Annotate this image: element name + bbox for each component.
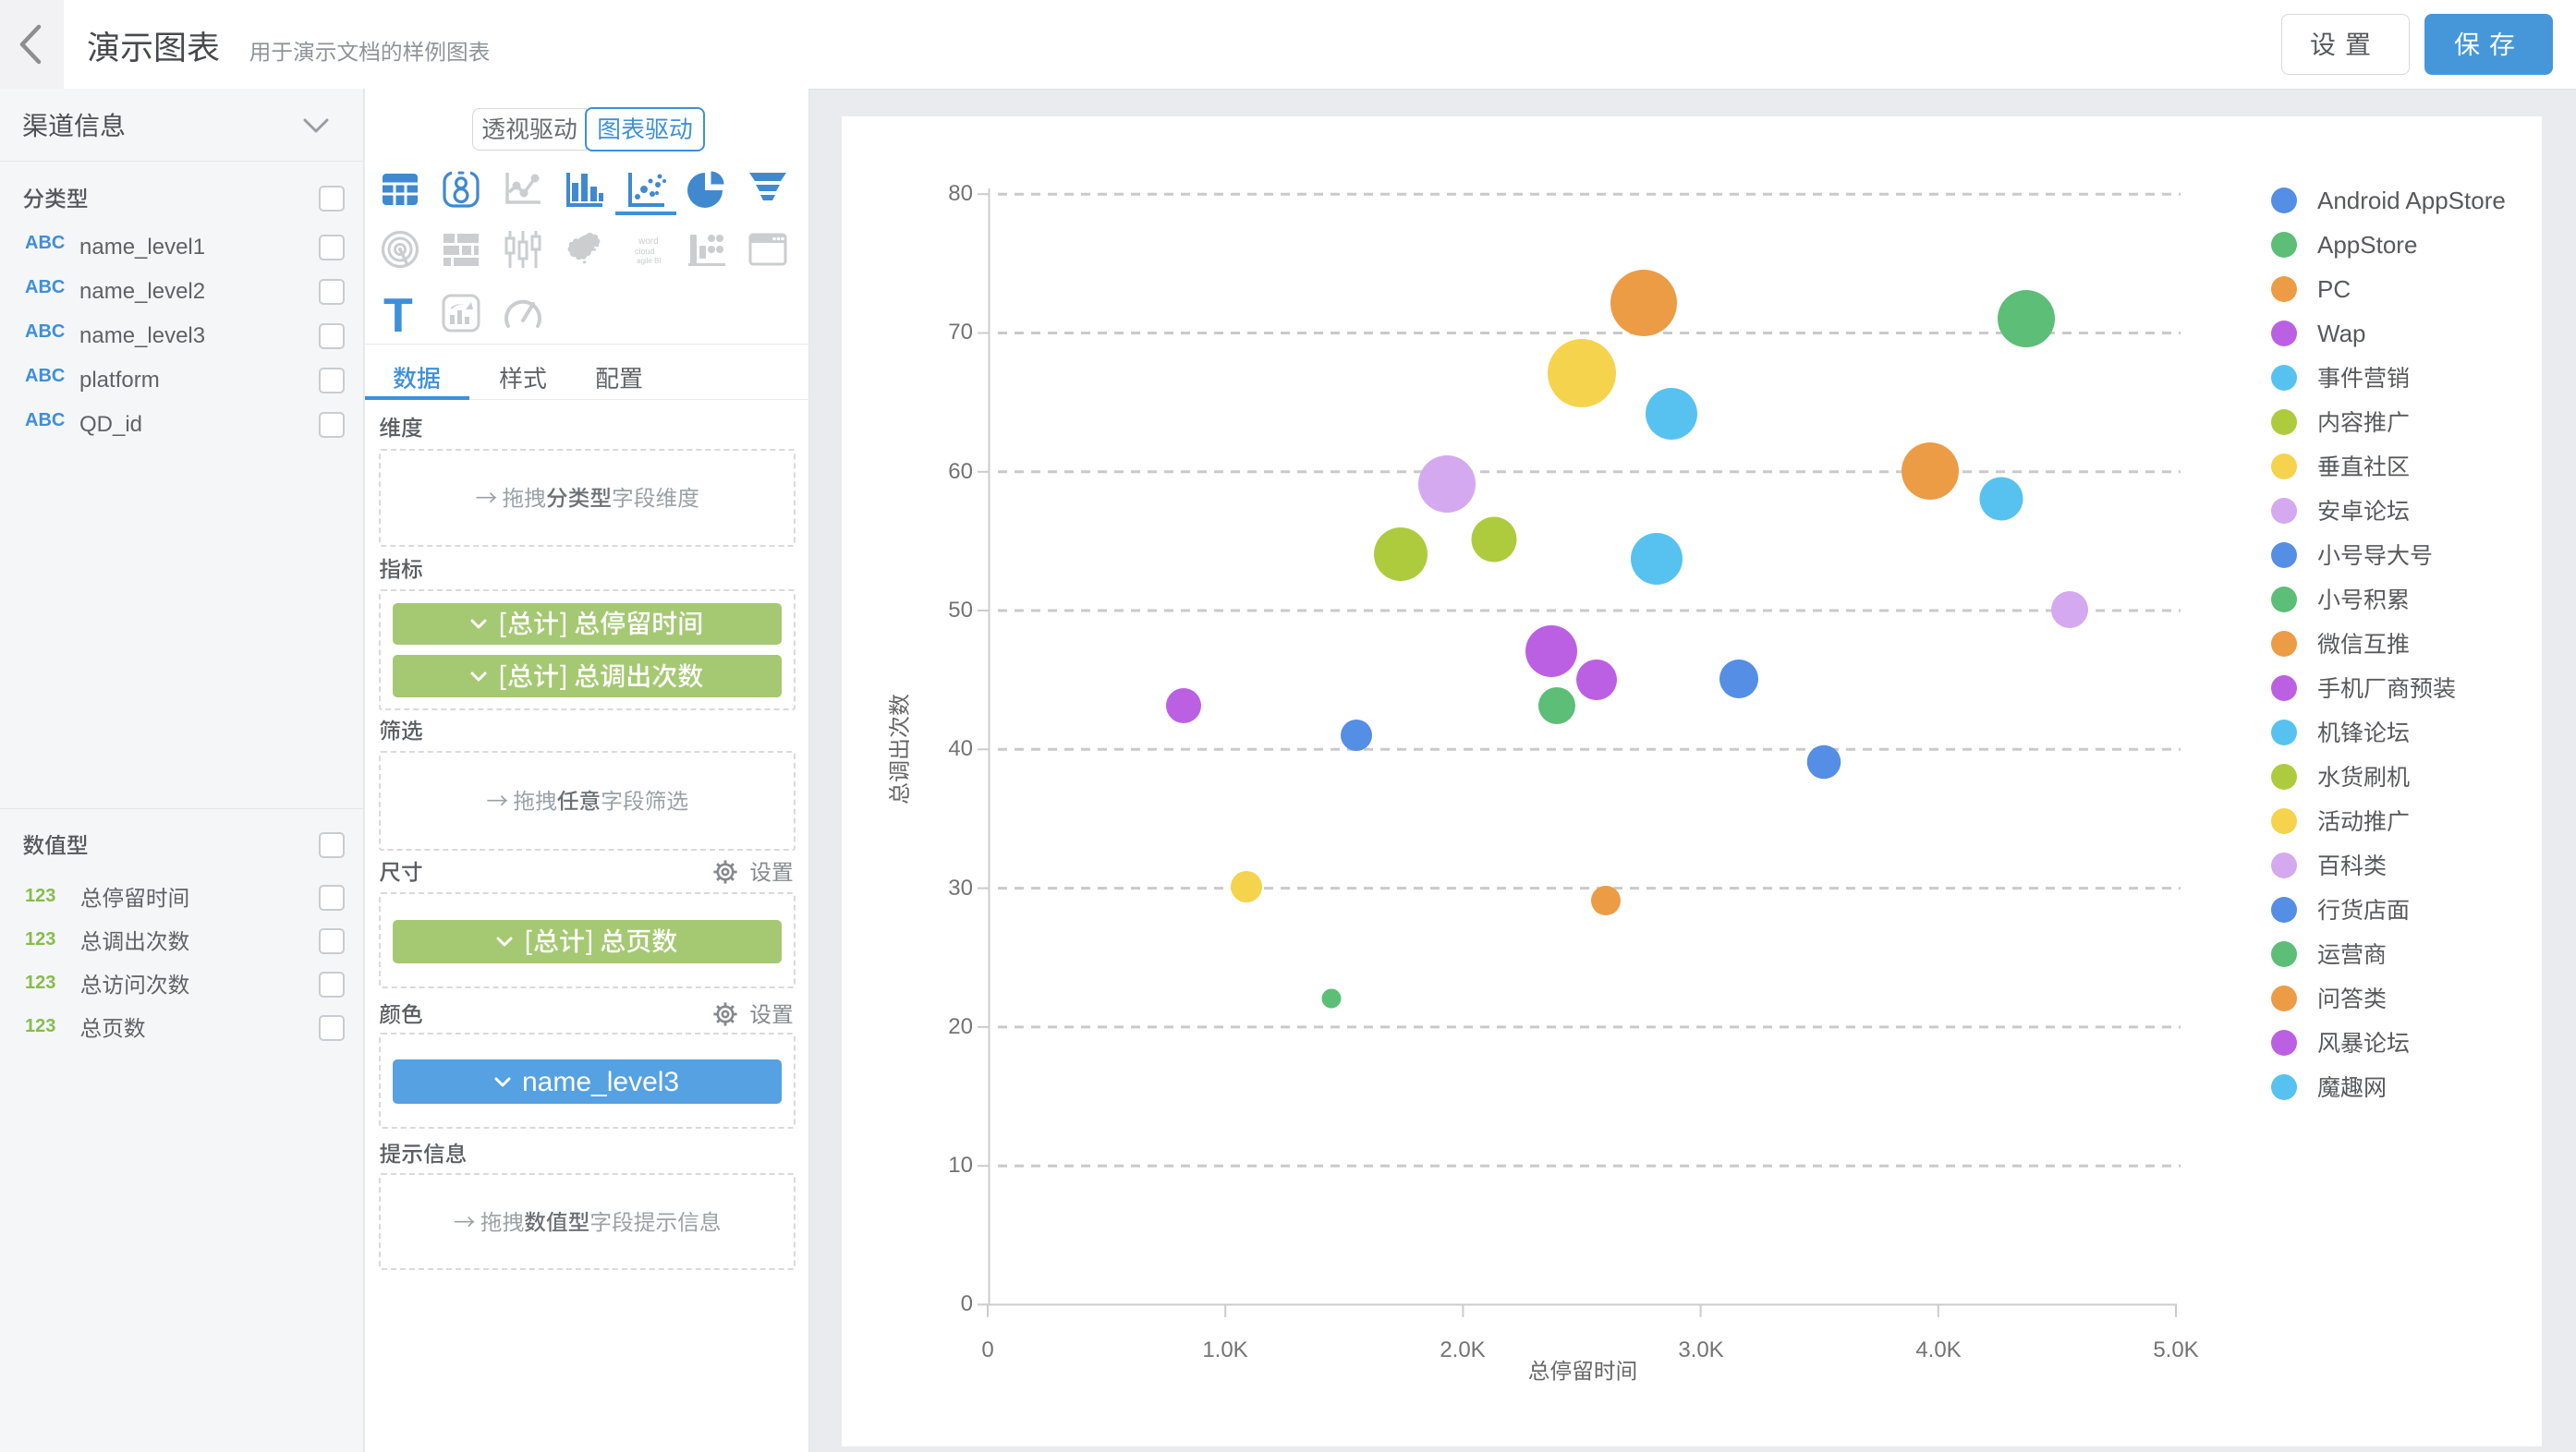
svg-text:agile BI: agile BI (637, 257, 662, 265)
svg-text:cloud: cloud (635, 247, 655, 256)
svg-text:word: word (638, 236, 659, 247)
